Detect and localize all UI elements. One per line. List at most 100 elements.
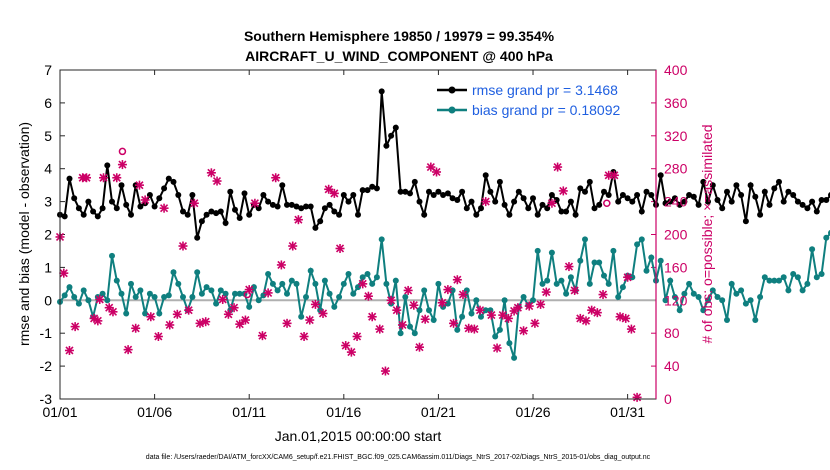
rmse-point [156, 195, 163, 202]
rmse-point [506, 211, 513, 218]
obs-assimilated-marker [598, 290, 608, 300]
bias-point [771, 277, 778, 284]
bias-point [506, 340, 513, 347]
bias-point [742, 300, 749, 307]
obs-assimilated-marker [346, 347, 356, 357]
rmse-point [369, 183, 376, 190]
obs-assimilated-marker [288, 241, 298, 251]
bias-point [629, 274, 636, 281]
obs-assimilated-marker [363, 291, 373, 301]
rmse-point [203, 211, 210, 218]
rmse-point [198, 218, 205, 225]
obs-assimilated-marker [519, 326, 529, 336]
y-tick-label: -1 [40, 325, 53, 341]
bias-point [312, 280, 319, 287]
bias-point [156, 310, 163, 317]
obs-possible-marker [603, 199, 611, 207]
rmse-point [809, 198, 816, 205]
bias-point [236, 290, 243, 297]
obs-assimilated-marker [263, 288, 273, 298]
obs-assimilated-marker [310, 299, 320, 309]
bias-point [582, 236, 588, 243]
bias-point [496, 326, 503, 333]
bias-point [246, 303, 253, 310]
bias-point [255, 297, 262, 304]
obs-assimilated-marker [553, 162, 563, 172]
bias-point [539, 280, 546, 287]
data-file-footer: data file: /Users/raeder/DAI/ATM_forcXX/… [146, 454, 651, 461]
bias-point [326, 290, 333, 297]
rmse-point [473, 211, 480, 218]
obs-assimilated-marker [318, 308, 328, 318]
bias-point [109, 252, 115, 259]
bias-point [284, 290, 290, 297]
y-axis-label: rmse and bias (model - observation) [16, 122, 32, 346]
y-tick-label: 6 [44, 95, 52, 111]
rmse-point [85, 198, 92, 205]
bias-point [128, 280, 134, 287]
bias-point [809, 246, 816, 253]
rmse-point [321, 205, 328, 212]
obs-assimilated-marker [503, 313, 513, 323]
rmse-point [175, 192, 182, 198]
bias-point [151, 294, 158, 300]
rmse-point [463, 205, 470, 212]
legend-rmse-label: rmse grand pr = 3.1468 [472, 82, 618, 98]
rmse-point [336, 211, 343, 218]
obs-assimilated-marker [131, 323, 141, 333]
bias-point [643, 267, 650, 274]
obs-assimilated-marker [437, 298, 447, 308]
rmse-point [236, 215, 243, 221]
rmse-point [208, 208, 215, 215]
bias-point [345, 271, 352, 277]
rmse-point [799, 201, 806, 208]
rmse-point [298, 205, 305, 212]
bias-point [99, 290, 106, 297]
bias-point [331, 303, 338, 310]
obs-assimilated-marker [530, 318, 540, 328]
bias-point [104, 297, 111, 304]
bias-point [662, 297, 669, 304]
obs-assimilated-marker [547, 198, 557, 208]
bias-point [648, 254, 655, 261]
x-tick-label: 01/16 [326, 404, 361, 420]
rmse-point [435, 188, 442, 195]
bias-point [137, 287, 144, 294]
rmse-point [761, 188, 768, 195]
rmse-point [520, 195, 527, 202]
rmse-point [690, 193, 697, 200]
y-tick-label: 3 [44, 194, 52, 210]
rmse-point [317, 218, 324, 225]
y2-tick-label: 240 [664, 194, 688, 210]
bias-point [132, 294, 139, 300]
obs-assimilated-marker [536, 299, 546, 309]
bias-point [638, 236, 645, 243]
bias-point [619, 284, 626, 291]
bias-point [492, 333, 499, 340]
bias-point [813, 274, 820, 281]
obs-assimilated-marker [380, 366, 390, 376]
y2-tick-label: 200 [664, 227, 688, 243]
rmse-point [747, 182, 754, 189]
bias-point [558, 277, 565, 284]
rmse-point [794, 198, 801, 205]
obs-assimilated-marker [201, 317, 211, 327]
bias-point [596, 259, 603, 266]
bias-point [747, 297, 754, 304]
rmse-point [359, 187, 366, 194]
rmse-point [662, 200, 669, 207]
bias-point [605, 280, 612, 287]
bias-point [383, 280, 390, 287]
rmse-point [80, 211, 87, 218]
y-tick-label: -2 [40, 358, 53, 374]
obs-assimilated-marker [223, 309, 233, 319]
rmse-point [373, 185, 380, 192]
bias-point [411, 330, 418, 337]
rmse-point [75, 205, 82, 212]
rmse-point [307, 203, 314, 210]
rmse-point [326, 201, 333, 208]
rmse-point [392, 124, 399, 131]
rmse-point [572, 211, 579, 218]
bias-point [336, 294, 343, 300]
bias-point [610, 247, 617, 254]
